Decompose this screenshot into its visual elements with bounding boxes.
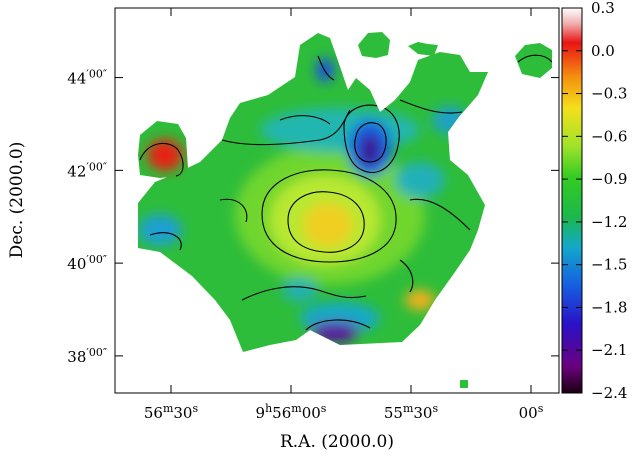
x-tick-labels: 56m30s 9h56m00s 55m30s 00s [144,402,544,422]
colorbar-label: −2.4 [591,384,627,402]
colorbar [561,7,583,394]
y-ticks [115,77,559,357]
x-tick-label: 00s [519,402,544,422]
x-tick-label: 56m30s [144,402,199,422]
colorbar-labels: 0.3 0.0 −0.3 −0.6 −0.9 −1.2 −1.5 −1.8 −2.1 −2.4 [591,0,627,402]
colorbar-label: −0.6 [591,127,627,145]
x-ticks [170,8,532,393]
x-tick-label: 55m30s [384,402,439,422]
y-tick-label: 42′00″ [67,160,107,180]
y-axis-label: Dec. (2000.0) [7,142,27,259]
colorbar-label: 0.0 [591,42,615,60]
y-tick-labels: 38′00″ 40′00″ 42′00″ 44′00″ [67,68,107,366]
contour-lines [139,54,552,331]
y-tick-label: 38′00″ [67,346,107,366]
intensity-map [138,32,552,388]
colorbar-label: −1.2 [591,213,627,231]
colorbar-label: −1.5 [591,256,627,274]
colorbar-label: 0.3 [591,0,615,17]
colorbar-label: −2.1 [591,341,627,359]
colorbar-label: −0.9 [591,170,627,188]
y-tick-label: 40′00″ [67,253,107,273]
colorbar-ticks [562,7,582,394]
y-tick-label: 44′00″ [67,68,107,88]
x-tick-label: 9h56m00s [256,402,327,422]
colorbar-label: −0.3 [591,85,627,103]
x-axis-label: R.A. (2000.0) [280,432,394,452]
plot-frame [114,7,560,394]
colorbar-label: −1.8 [591,298,627,316]
